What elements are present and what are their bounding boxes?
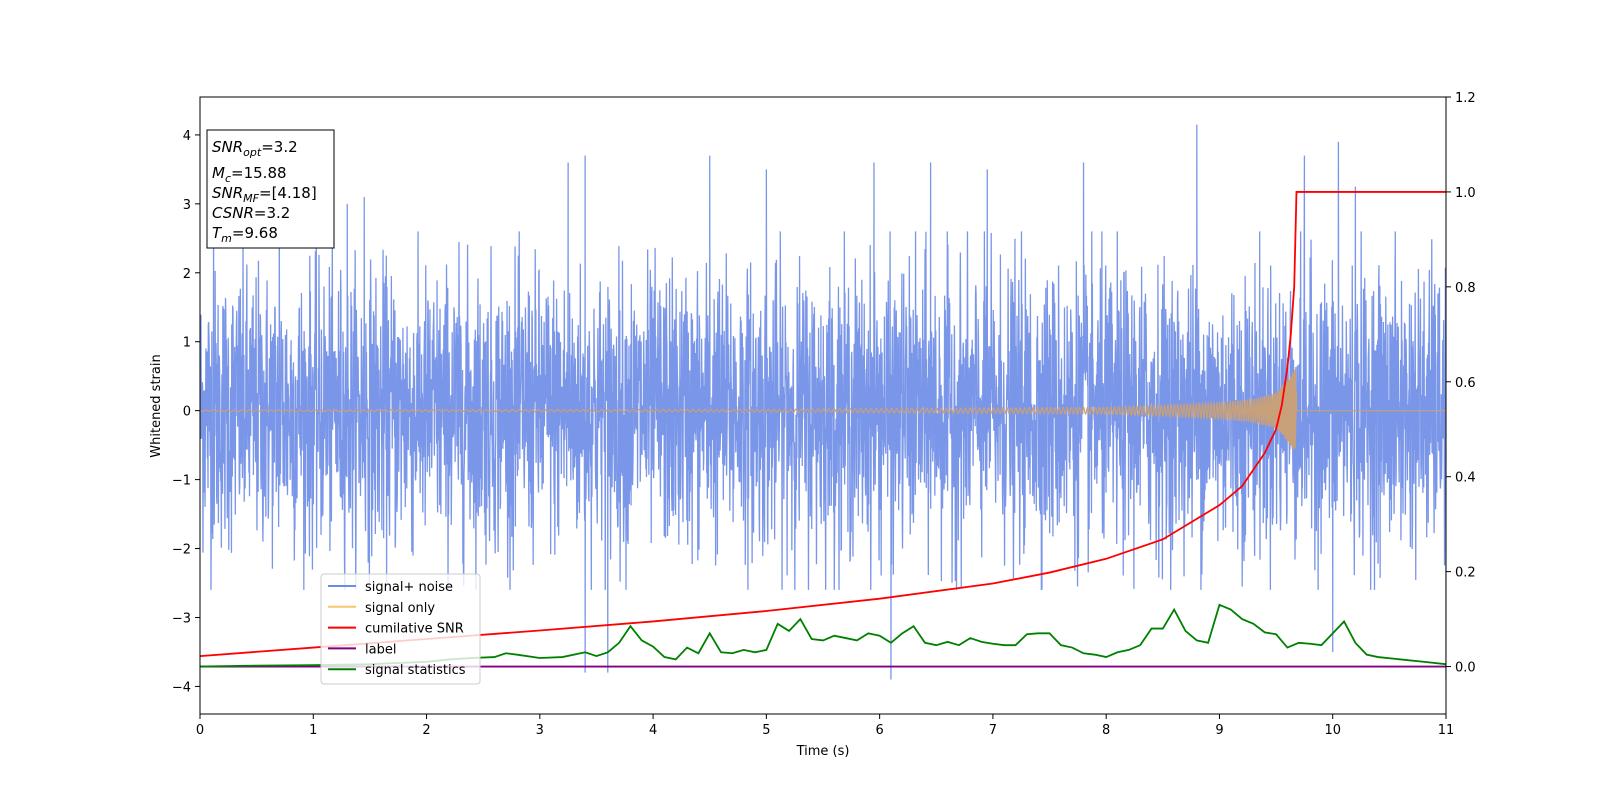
info-csnr: CSNR=3.2 [212, 204, 290, 222]
x-tick-label: 6 [875, 723, 883, 738]
legend-frame [320, 573, 481, 685]
x-tick-label: 2 [422, 723, 430, 738]
y-left-tick-label: 1 [183, 336, 191, 351]
x-tick-label: 9 [1215, 723, 1223, 738]
y-right-tick-label: 0.4 [1455, 471, 1476, 486]
info-box-frame [206, 129, 335, 249]
legend-label: label [365, 642, 396, 657]
x-tick-label: 10 [1324, 723, 1341, 738]
info-snr-mf: SNRMF=[4.18] [212, 184, 317, 205]
legend-label: cumilative SNR [365, 622, 464, 637]
legend-label: signal statistics [365, 663, 466, 678]
info-chirp-mass: Mc=15.88 [212, 164, 287, 185]
x-tick-label: 11 [1438, 723, 1455, 738]
series-cumulative-snr [200, 191, 1446, 657]
y-right-tick-label: 1.0 [1455, 186, 1476, 201]
y-axis-left-label: Whitened strain [149, 354, 164, 457]
info-merger-time: Tm=9.68 [212, 224, 278, 245]
y-left-tick-label: 2 [183, 267, 191, 282]
x-tick-label: 8 [1102, 723, 1110, 738]
y-left-tick-label: −3 [172, 611, 191, 626]
info-box: SNRopt=3.2 Mc=15.88 SNRMF=[4.18] CSNR=3.… [206, 129, 335, 249]
y-left-tick-label: 3 [183, 198, 191, 213]
y-axis-left-ticks: −4 −3 −2 −1 0 1 2 3 4 [172, 129, 200, 695]
legend: signal+ noise signal only cumilative SNR la… [320, 573, 481, 685]
x-axis-ticks: 0 1 2 3 4 5 6 7 8 9 10 11 [196, 714, 1454, 738]
y-left-tick-label: −2 [172, 543, 191, 558]
x-tick-label: 1 [309, 723, 317, 738]
legend-entries: signal+ noise signal only cumilative SNR la… [328, 580, 466, 678]
y-left-tick-label: 4 [183, 129, 191, 144]
y-right-tick-label: 0.6 [1455, 376, 1476, 391]
x-tick-label: 4 [649, 723, 657, 738]
x-tick-label: 3 [536, 723, 544, 738]
y-right-tick-label: 1.2 [1455, 91, 1476, 106]
series-signal-only [200, 369, 1446, 450]
x-tick-label: 0 [196, 723, 204, 738]
y-left-tick-label: 0 [183, 405, 191, 420]
series-signal-plus-noise [200, 124, 1446, 680]
axes-frame [199, 96, 1447, 715]
y-left-tick-label: −1 [172, 474, 191, 489]
y-right-tick-label: 0.8 [1455, 281, 1476, 296]
x-tick-label: 7 [989, 723, 997, 738]
info-snr-opt: SNRopt=3.2 [212, 138, 298, 159]
legend-label: signal only [365, 601, 435, 616]
y-right-tick-label: 0.2 [1455, 566, 1476, 581]
y-right-tick-label: 0.0 [1455, 661, 1476, 676]
x-axis-label: Time (s) [796, 744, 850, 759]
legend-label: signal+ noise [365, 580, 453, 595]
y-axis-right-ticks: 0.0 0.2 0.4 0.6 0.8 1.0 1.2 [1446, 91, 1476, 676]
x-tick-label: 5 [762, 723, 770, 738]
y-left-tick-label: −4 [172, 680, 191, 695]
series-signal-statistics [200, 603, 1446, 668]
